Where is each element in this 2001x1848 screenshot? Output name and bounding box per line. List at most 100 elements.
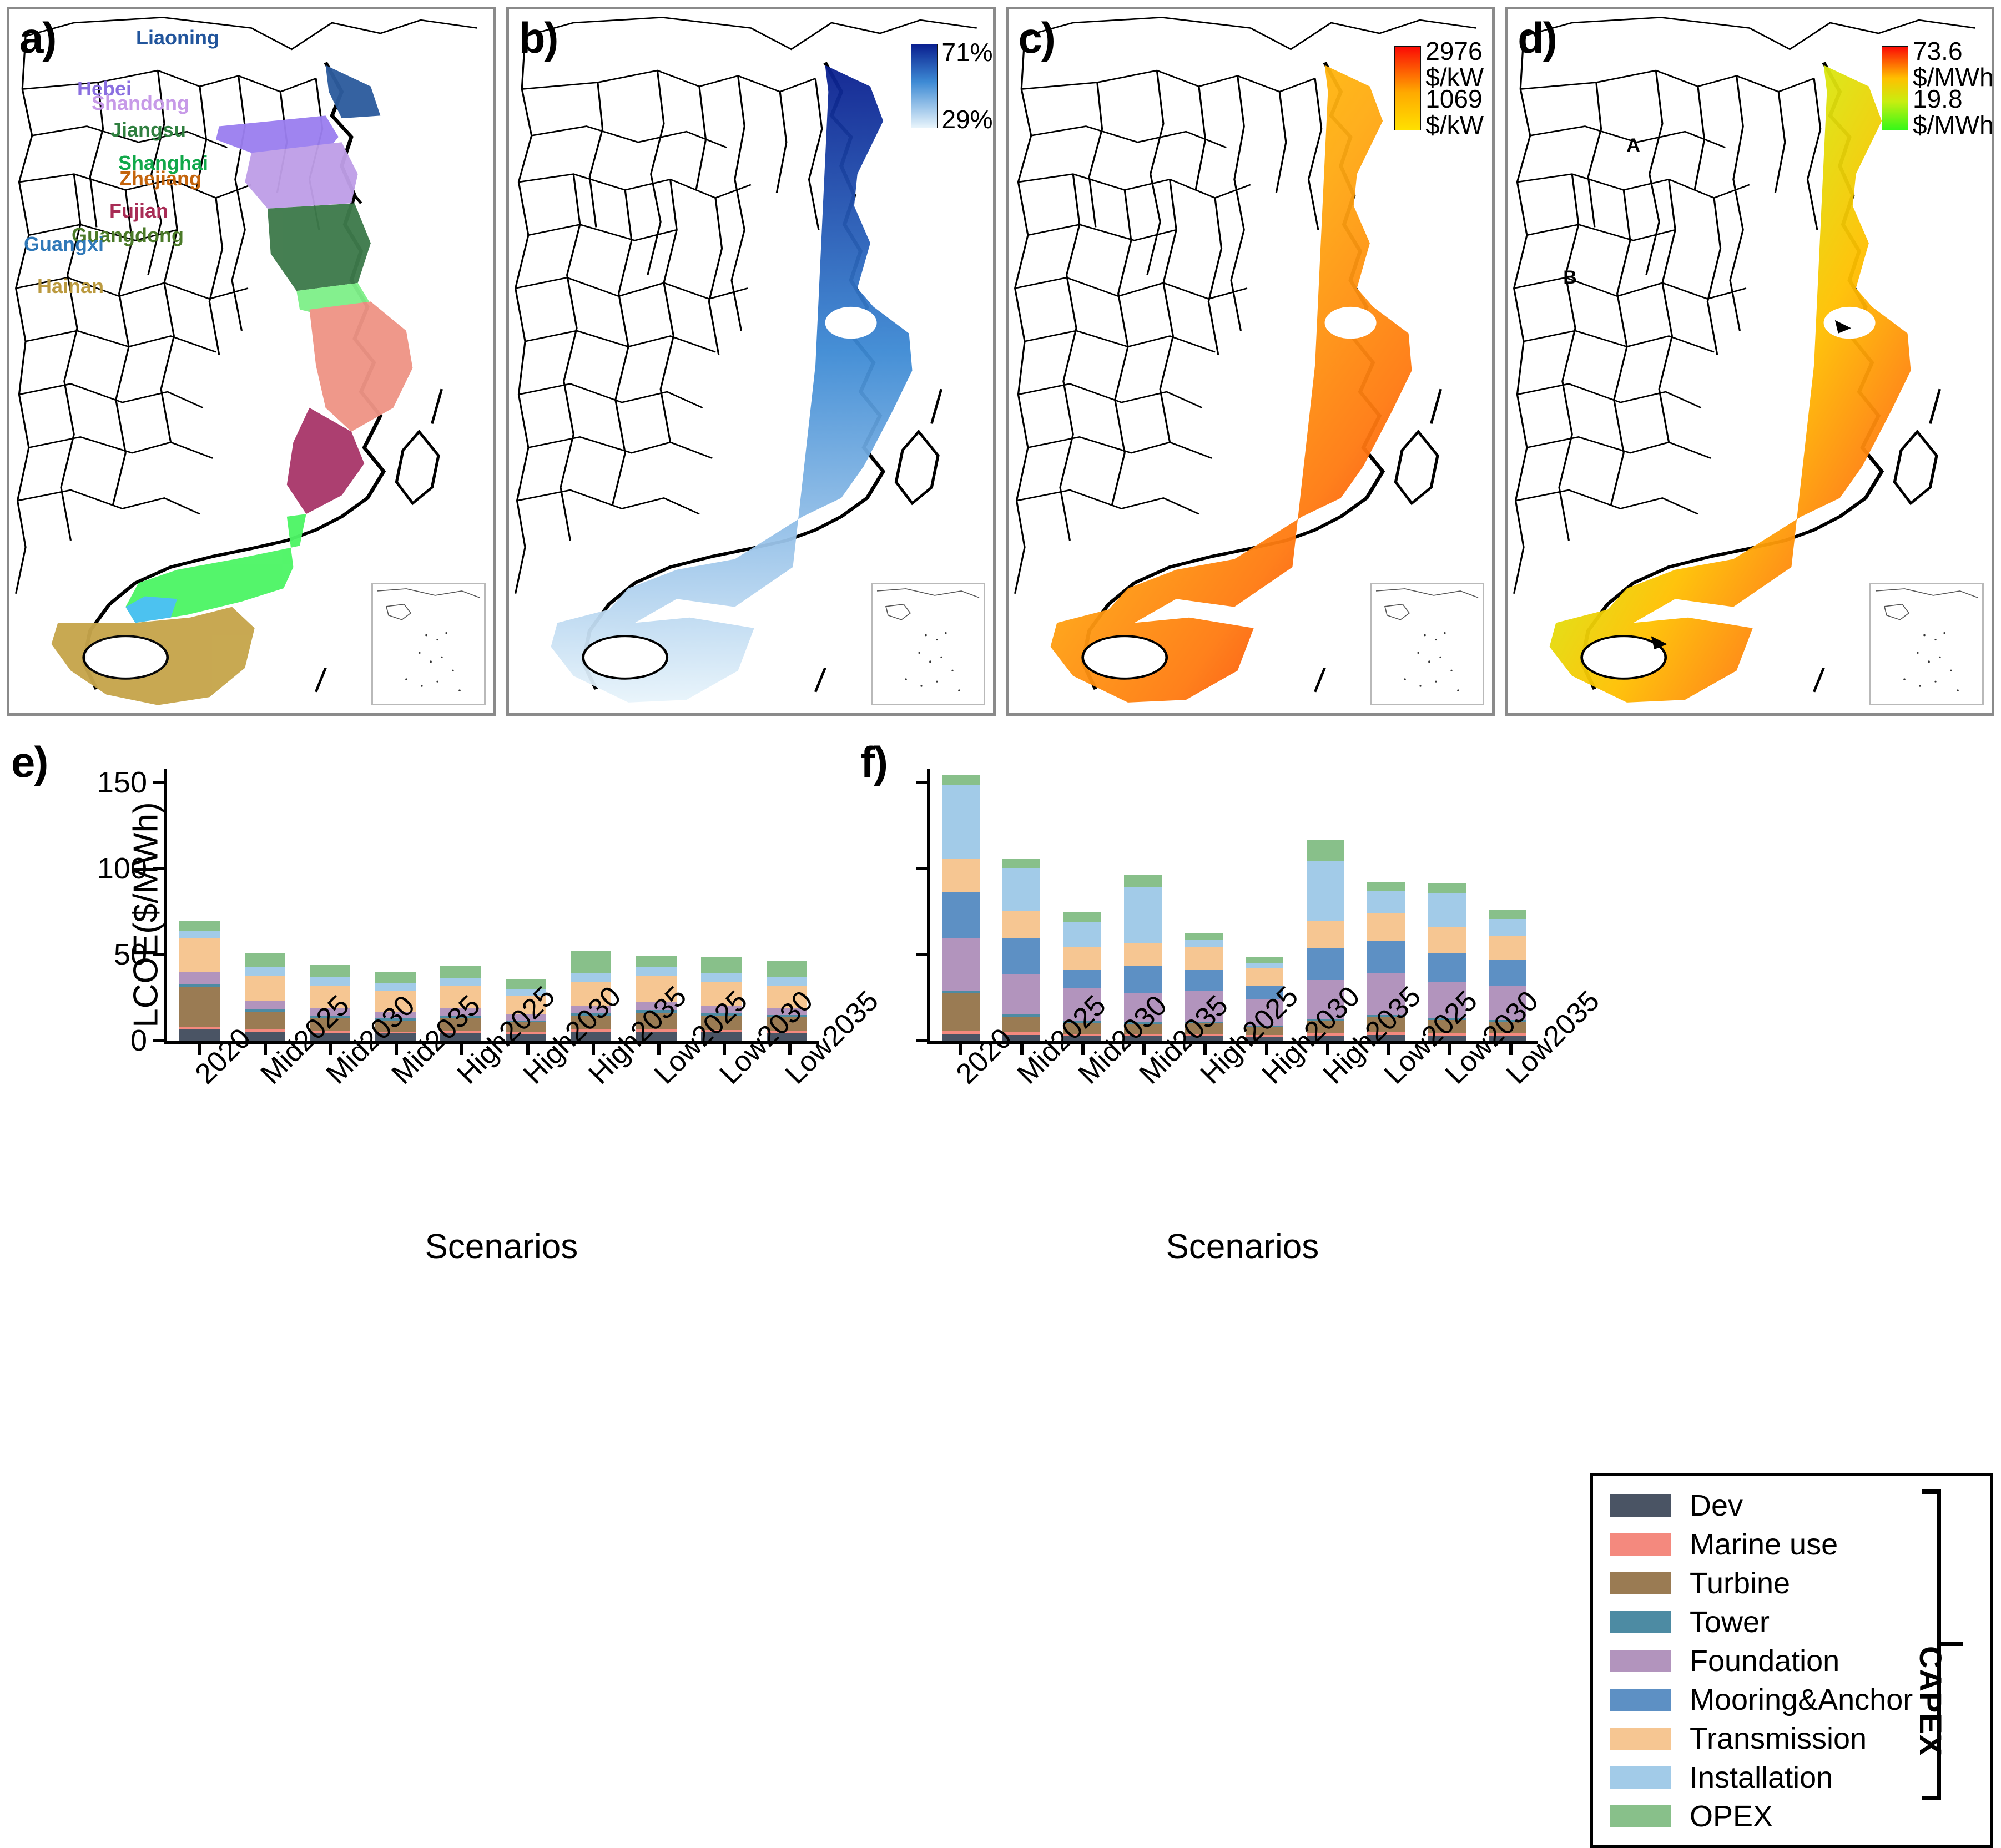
bar-segment-marine-use bbox=[1489, 1033, 1527, 1036]
bar-segment-transmission bbox=[636, 976, 677, 1002]
panel-label-f: f) bbox=[860, 738, 888, 786]
china-coast-map-c bbox=[1014, 17, 1476, 703]
bar-segment-foundation bbox=[440, 1008, 481, 1016]
bar-segment-installation bbox=[375, 983, 416, 991]
bar-slot bbox=[1052, 769, 1113, 1041]
bar-segment-foundation bbox=[701, 1006, 742, 1014]
stacked-bar-High2025[interactable] bbox=[440, 966, 481, 1041]
map-panel-d[interactable]: d) bbox=[1505, 7, 1994, 716]
map-panel-c[interactable]: c) bbox=[1005, 7, 1495, 716]
stacked-bar-Mid2025[interactable] bbox=[1002, 859, 1041, 1041]
bar-segment-mooring-anchor bbox=[1063, 970, 1101, 989]
province-label-hebei: Hebei bbox=[77, 77, 132, 100]
chart-panel-f[interactable]: f) Scenarios 2020 Mid2025 Mid2030 Mid2035 Hi… bbox=[855, 721, 1606, 1361]
legend-label: Mooring&Anchor bbox=[1690, 1683, 1913, 1716]
stacked-bar-2020[interactable] bbox=[179, 921, 220, 1041]
stacked-bar-Mid2035[interactable] bbox=[375, 972, 416, 1041]
x-tick bbox=[1142, 1041, 1146, 1055]
stacked-bar-High2030[interactable] bbox=[1246, 957, 1284, 1041]
stacked-bar-Low2035[interactable] bbox=[766, 961, 807, 1041]
bar-segment-marine-use bbox=[1428, 1033, 1466, 1036]
legend-box: Dev Marine use Turbine Tower Foundation Moori… bbox=[1590, 1473, 1993, 1848]
legend-item-marine-use[interactable]: Marine use bbox=[1610, 1525, 1913, 1564]
bar-segment-installation bbox=[1489, 918, 1527, 936]
bar-segment-turbine bbox=[440, 1018, 481, 1031]
bar-segment-opex bbox=[1246, 957, 1284, 963]
stacked-bar-Low2035[interactable] bbox=[1489, 910, 1527, 1041]
legend-item-opex[interactable]: OPEX bbox=[1610, 1797, 1913, 1836]
bar-segment-marine-use bbox=[179, 1027, 220, 1030]
bar-segment-tower bbox=[375, 1018, 416, 1021]
legend-item-dev[interactable]: Dev bbox=[1610, 1486, 1913, 1525]
legend-item-turbine[interactable]: Turbine bbox=[1610, 1564, 1913, 1603]
colorbar-d: 73.6 $/MWh 19.8 $/MWh bbox=[1882, 38, 1992, 138]
legend-label: OPEX bbox=[1690, 1800, 1773, 1833]
stacked-bar-Low2030[interactable] bbox=[701, 956, 742, 1041]
bar-segment-opex bbox=[1124, 874, 1162, 887]
map-panel-b[interactable]: b) bbox=[506, 7, 996, 716]
bar-segment-tower bbox=[1306, 1019, 1344, 1022]
bar-segment-opex bbox=[1063, 912, 1101, 922]
legend-item-tower[interactable]: Tower bbox=[1610, 1603, 1913, 1642]
stacked-bar-Mid2030[interactable] bbox=[310, 965, 351, 1041]
zone-shandong bbox=[245, 142, 358, 209]
stacked-bar-Mid2025[interactable] bbox=[244, 952, 285, 1041]
stacked-bar-Low2030[interactable] bbox=[1428, 883, 1466, 1041]
bar-segment-tower bbox=[179, 983, 220, 987]
colorbar-d-bottom-label: 19.8 $/MWh bbox=[1913, 86, 1992, 138]
bar-segment-opex bbox=[244, 952, 285, 967]
x-tick bbox=[1264, 1041, 1268, 1055]
bar-segment-installation bbox=[1063, 921, 1101, 947]
colorbar-c-gradient bbox=[1394, 46, 1422, 130]
stacked-bar-High2035[interactable] bbox=[1306, 840, 1344, 1041]
stacked-bar-Mid2035[interactable] bbox=[1124, 874, 1162, 1041]
bar-segment-foundation bbox=[179, 972, 220, 984]
plot-area-e: 0 50 100 150 bbox=[97, 766, 819, 1057]
y-tick bbox=[916, 953, 930, 956]
legend-item-transmission[interactable]: Transmission bbox=[1610, 1719, 1913, 1758]
stacked-bar-High2030[interactable] bbox=[505, 979, 546, 1041]
bar-slot bbox=[167, 769, 233, 1041]
bar-slot bbox=[930, 769, 991, 1041]
x-tick bbox=[1387, 1041, 1390, 1055]
bar-segment-marine-use bbox=[701, 1030, 742, 1033]
stacked-bar-High2035[interactable] bbox=[571, 951, 612, 1041]
panel-label-a: a) bbox=[19, 13, 57, 62]
bar-segment-opex bbox=[1428, 883, 1466, 893]
x-tick bbox=[1020, 1041, 1024, 1055]
x-tick bbox=[526, 1041, 530, 1055]
bar-segment-turbine bbox=[244, 1012, 285, 1030]
bar-segment-installation bbox=[701, 973, 742, 982]
bar-segment-marine-use bbox=[1124, 1034, 1162, 1037]
chart-panel-e[interactable]: e) LCOE($/MWh) 0 50 100 150 Scenarios 2020 M… bbox=[0, 721, 885, 1361]
bar-segment-dev bbox=[701, 1032, 742, 1041]
capex-tick bbox=[1940, 1642, 1963, 1646]
bar-slot bbox=[1356, 769, 1417, 1041]
colorbar-b: 71% 29% bbox=[910, 39, 993, 133]
bar-segment-transmission bbox=[1246, 968, 1284, 987]
legend-item-mooring-anchor[interactable]: Mooring&Anchor bbox=[1610, 1680, 1913, 1719]
colorbar-c-top-unit: $/kW bbox=[1425, 62, 1484, 92]
zone-fujian bbox=[286, 407, 365, 514]
bar-segment-mooring-anchor bbox=[1124, 966, 1162, 993]
bar-segment-transmission bbox=[1124, 943, 1162, 966]
stacked-bar-High2025[interactable] bbox=[1185, 933, 1223, 1041]
stacked-bar-2020[interactable] bbox=[941, 775, 980, 1041]
bar-segment-foundation bbox=[1063, 988, 1101, 1022]
bar-segment-turbine bbox=[310, 1018, 351, 1031]
bar-segment-opex bbox=[310, 965, 351, 977]
colorbar-d-top-label: 73.6 $/MWh bbox=[1913, 38, 1992, 90]
province-label-guangdong: Guangdong bbox=[72, 224, 184, 246]
stacked-bar-Low2025[interactable] bbox=[636, 956, 677, 1041]
stacked-bar-Mid2030[interactable] bbox=[1063, 912, 1101, 1041]
stacked-bar-Low2025[interactable] bbox=[1367, 882, 1405, 1041]
y-tick bbox=[153, 781, 167, 784]
bar-segment-turbine bbox=[1489, 1021, 1527, 1033]
bar-segment-installation bbox=[1428, 893, 1466, 928]
y-axis-title-e: LCOE($/MWh) bbox=[127, 802, 165, 1028]
legend-item-installation[interactable]: Installation bbox=[1610, 1758, 1913, 1797]
legend-item-foundation[interactable]: Foundation bbox=[1610, 1642, 1913, 1680]
maps-row: a) bbox=[0, 0, 2001, 721]
bar-segment-opex bbox=[941, 775, 980, 785]
map-panel-a[interactable]: a) bbox=[7, 7, 496, 716]
